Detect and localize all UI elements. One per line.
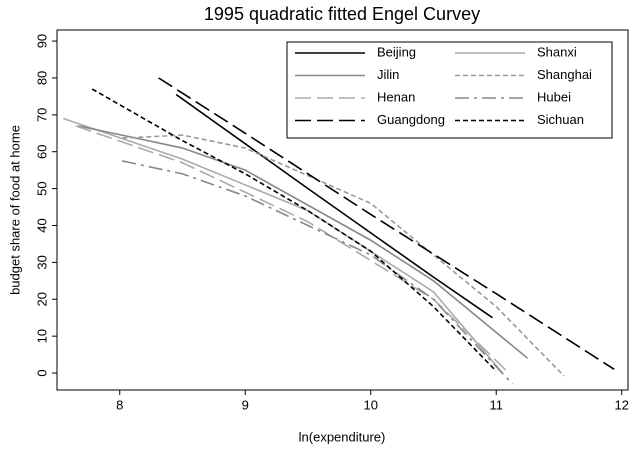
series-line — [75, 125, 510, 374]
series-line — [78, 125, 529, 359]
y-tick-label: 30 — [34, 255, 49, 269]
plot-frame — [56, 29, 629, 391]
y-tick-label: 90 — [34, 34, 49, 48]
y-tick-label: 40 — [34, 218, 49, 232]
legend-label: Sichuan — [537, 112, 584, 127]
legend-label: Henan — [377, 89, 415, 104]
y-tick-label: 80 — [34, 71, 49, 85]
x-tick-label: 8 — [116, 397, 123, 412]
chart-title: 1995 quadratic fitted Engel Curvey — [204, 4, 480, 24]
y-tick-label: 0 — [34, 369, 49, 376]
series-line — [122, 160, 514, 385]
y-tick-label: 50 — [34, 181, 49, 195]
legend-label: Hubei — [537, 89, 571, 104]
series-line — [175, 93, 493, 319]
y-axis-label: budget share of food at home — [7, 125, 22, 295]
x-tick-label: 12 — [614, 397, 628, 412]
legend-label: Guangdong — [377, 112, 445, 127]
y-tick-label: 70 — [34, 108, 49, 122]
y-tick-label: 10 — [34, 329, 49, 343]
legend-label: Beijing — [377, 44, 416, 59]
legend-label: Shanxi — [537, 44, 577, 59]
y-tick-label: 60 — [34, 144, 49, 158]
legend-label: Jilin — [377, 67, 399, 82]
x-axis-label: ln(expenditure) — [299, 429, 386, 444]
x-tick-label: 10 — [364, 397, 378, 412]
series-line — [91, 88, 497, 372]
x-tick-label: 9 — [242, 397, 249, 412]
legend-box — [286, 41, 613, 139]
y-tick-label: 20 — [34, 292, 49, 306]
series-line — [63, 117, 504, 374]
series-line — [122, 134, 565, 377]
x-tick-label: 11 — [489, 397, 503, 412]
series-line — [158, 77, 615, 371]
legend-label: Shanghai — [537, 67, 592, 82]
